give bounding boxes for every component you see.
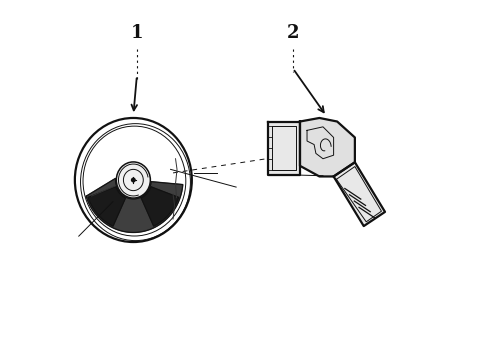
Text: 1: 1	[131, 24, 143, 42]
Text: 2: 2	[287, 24, 299, 42]
Polygon shape	[88, 187, 125, 226]
Polygon shape	[268, 122, 300, 175]
Polygon shape	[86, 178, 183, 233]
Polygon shape	[334, 162, 385, 226]
Ellipse shape	[132, 178, 135, 182]
Polygon shape	[300, 118, 355, 176]
Ellipse shape	[116, 162, 150, 198]
Polygon shape	[141, 187, 178, 226]
